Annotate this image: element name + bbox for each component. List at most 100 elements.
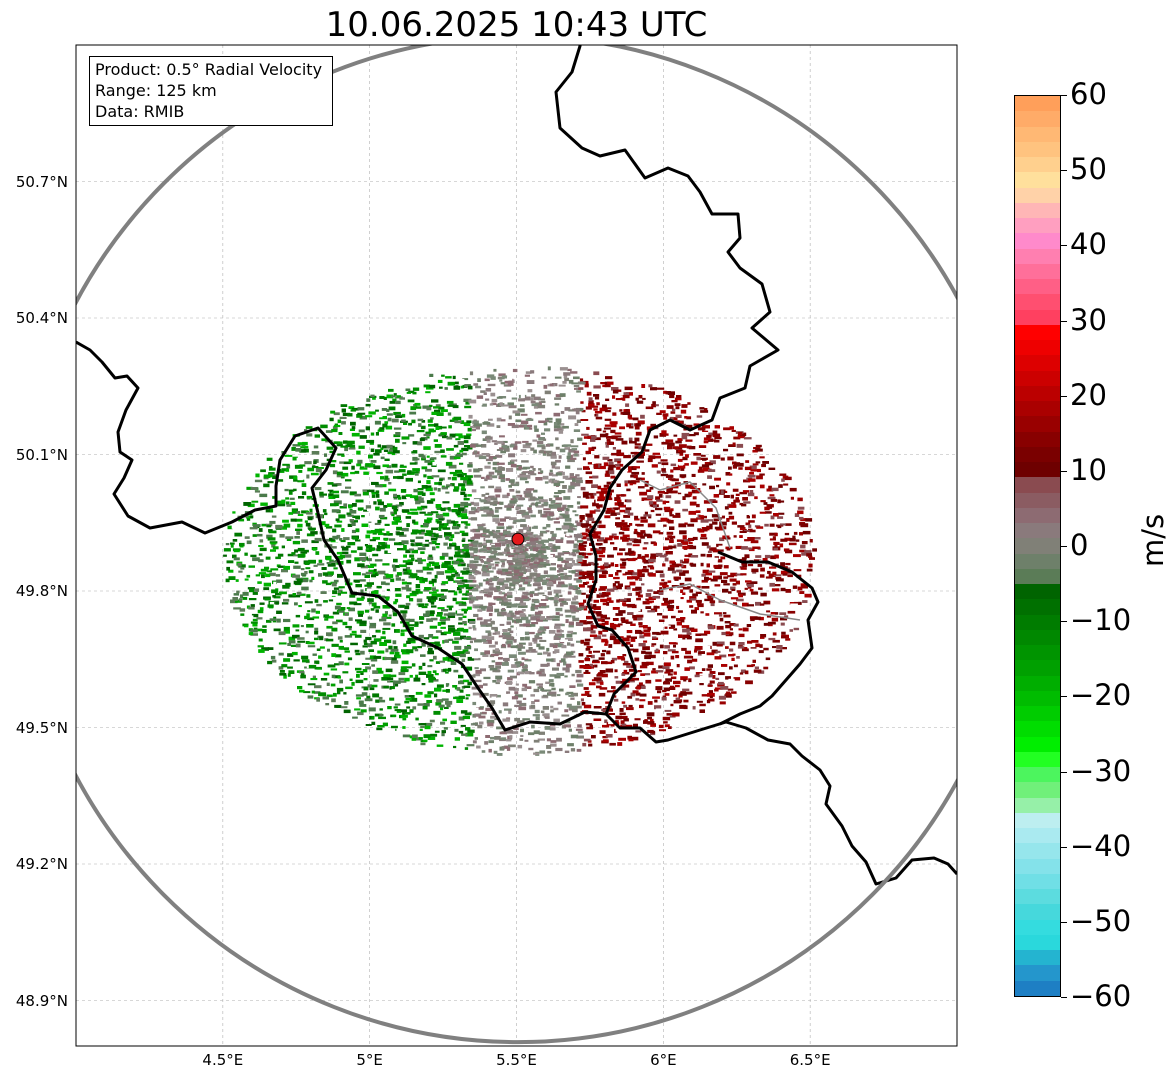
echo-pixel [732,488,739,492]
echo-pixel [404,582,412,585]
echo-pixel [549,383,554,387]
echo-pixel [454,521,459,524]
echo-pixel [645,598,650,601]
echo-pixel [309,579,313,583]
echo-pixel [533,604,541,607]
echo-pixel [589,510,596,514]
echo-pixel [314,599,319,603]
echo-pixel [429,642,436,645]
echo-pixel [554,397,562,400]
echo-pixel [486,374,495,378]
echo-pixel [586,655,592,658]
echo-pixel [466,420,472,423]
echo-pixel [476,745,481,749]
echo-pixel [297,513,304,516]
echo-pixel [580,573,586,578]
echo-pixel [637,556,644,559]
echo-pixel [578,653,584,657]
echo-pixel [473,550,478,554]
echo-pixel [525,371,532,374]
echo-pixel [353,603,362,606]
echo-pixel [250,515,254,519]
echo-pixel [444,706,449,709]
echo-pixel [272,595,276,598]
echo-pixel [557,507,565,511]
echo-pixel [426,563,431,567]
echo-pixel [706,668,712,671]
echo-pixel [545,563,551,566]
echo-pixel [561,644,567,649]
echo-pixel [707,692,715,697]
echo-pixel [230,542,235,545]
echo-pixel [686,416,692,420]
echo-pixel [423,541,430,544]
echo-pixel [609,535,614,539]
echo-pixel [597,485,602,490]
echo-pixel [776,645,783,649]
echo-pixel [474,556,481,561]
echo-pixel [697,488,701,491]
echo-pixel [411,450,418,454]
echo-pixel [597,619,603,622]
echo-pixel [682,634,689,638]
echo-pixel [700,533,707,538]
echo-pixel [554,674,561,679]
echo-pixel [516,720,525,724]
echo-pixel [593,466,601,469]
echo-pixel [541,605,550,608]
echo-pixel [735,580,740,585]
echo-pixel [293,554,299,557]
echo-pixel [261,574,265,579]
echo-pixel [604,537,613,541]
echo-pixel [333,579,339,583]
echo-pixel [519,549,524,552]
echo-pixel [570,632,577,635]
echo-pixel [608,720,614,725]
echo-pixel [793,554,801,558]
echo-pixel [370,608,375,611]
echo-pixel [440,525,447,529]
echo-pixel [615,522,623,526]
echo-pixel [258,545,264,547]
echo-pixel [595,611,602,615]
echo-pixel [642,646,650,651]
echo-pixel [667,726,672,729]
echo-pixel [675,655,680,659]
echo-pixel [453,591,458,596]
echo-pixel [276,618,281,623]
echo-pixel [591,446,597,450]
echo-pixel [393,434,401,438]
echo-pixel [721,698,730,701]
echo-pixel [395,520,402,523]
echo-pixel [263,587,270,591]
echo-pixel [701,694,710,697]
echo-pixel [553,589,562,594]
echo-pixel [602,602,608,606]
echo-pixel [600,574,605,577]
echo-pixel [391,521,398,525]
echo-pixel [337,441,343,445]
echo-pixel [767,496,776,500]
echo-pixel [594,565,603,568]
echo-pixel [591,405,599,408]
echo-pixel [686,635,692,640]
echo-pixel [247,503,255,508]
echo-pixel [509,444,515,448]
echo-pixel [772,632,777,636]
echo-pixel [377,444,381,448]
echo-pixel [440,589,448,592]
echo-pixel [651,643,657,646]
echo-pixel [712,430,718,434]
echo-pixel [586,572,594,577]
echo-pixel [684,493,690,498]
echo-pixel [454,572,459,575]
echo-pixel [575,728,583,731]
echo-pixel [725,624,732,629]
echo-pixel [793,627,800,631]
echo-pixel [715,677,720,680]
echo-pixel [339,416,347,419]
echo-pixel [677,438,683,441]
echo-pixel [625,507,632,511]
echo-pixel [684,667,690,671]
